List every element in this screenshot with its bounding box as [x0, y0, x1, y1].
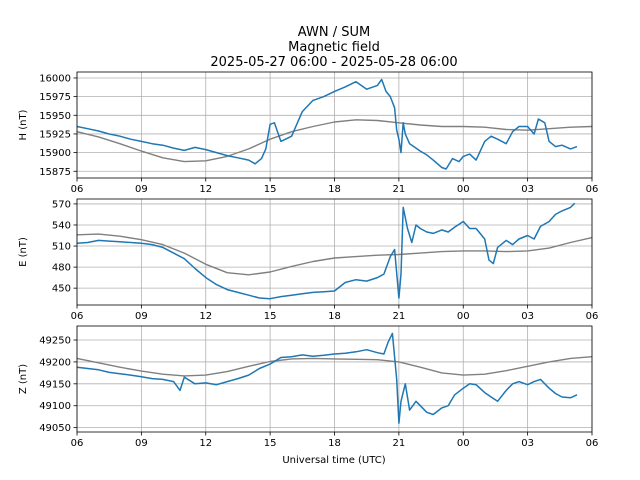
y-tick-label: 15975 — [39, 92, 71, 103]
y-axis-label: H (nT) — [18, 109, 29, 140]
x-tick-label: 00 — [457, 311, 470, 322]
x-tick-label: 12 — [199, 438, 212, 449]
x-tick-label: 06 — [586, 311, 599, 322]
y-tick-label: 15925 — [39, 129, 71, 140]
y-tick-label: 15950 — [39, 111, 71, 122]
chart-title-line2: Magnetic field — [288, 40, 380, 55]
x-tick-label: 15 — [264, 184, 277, 195]
axes-frame — [76, 198, 593, 306]
x-tick-label: 21 — [393, 184, 406, 195]
x-tick-label: 06 — [71, 438, 84, 449]
y-tick-label: 15875 — [39, 167, 71, 178]
y-tick-label: 450 — [52, 284, 71, 295]
x-tick-label: 18 — [328, 311, 341, 322]
y-tick-label: 49050 — [39, 423, 71, 434]
y-tick-label: 480 — [52, 263, 71, 274]
y-tick-label: 49100 — [39, 401, 71, 412]
y-tick-label: 49150 — [39, 379, 71, 390]
baseline-line — [76, 356, 593, 377]
baseline-line — [76, 233, 593, 276]
x-tick-label: 09 — [135, 311, 148, 322]
measured-line — [76, 78, 578, 170]
x-tick-label: 03 — [521, 184, 534, 195]
x-tick-label: 03 — [521, 311, 534, 322]
y-tick-label: 15900 — [39, 148, 71, 159]
x-tick-label: 21 — [393, 311, 406, 322]
panel-e: 450 480 510 540 570 06 09 12 15 18 21 00 03 06 E (nT) — [18, 198, 599, 322]
panel-h: 15875 15900 15925 15950 15975 16000 06 09 12 15 18… — [18, 71, 599, 195]
x-tick-label: 09 — [135, 438, 148, 449]
baseline-line — [76, 119, 593, 163]
x-tick-label: 18 — [328, 184, 341, 195]
y-tick-label: 510 — [52, 242, 71, 253]
y-tick-label: 570 — [52, 199, 71, 210]
x-tick-label: 00 — [457, 184, 470, 195]
x-tick-label: 00 — [457, 438, 470, 449]
x-tick-label: 12 — [199, 184, 212, 195]
x-tick-label: 12 — [199, 311, 212, 322]
x-tick-label: 21 — [393, 438, 406, 449]
x-tick-label: 18 — [328, 438, 341, 449]
axes-frame — [76, 325, 593, 433]
x-tick-label: 03 — [521, 438, 534, 449]
measured-line — [76, 202, 576, 300]
x-tick-label: 06 — [71, 184, 84, 195]
panel-z: 49050 49100 49150 49200 49250 06 09 12 15 18 21 00 0… — [18, 325, 599, 449]
y-tick-label: 49200 — [39, 357, 71, 368]
x-tick-label: 09 — [135, 184, 148, 195]
y-tick-label: 49250 — [39, 336, 71, 347]
y-axis-label: Z (nT) — [18, 364, 29, 394]
x-tick-label: 15 — [264, 311, 277, 322]
y-tick-label: 540 — [52, 220, 71, 231]
chart-title-line1: AWN / SUM — [298, 25, 370, 40]
y-tick-label: 16000 — [39, 73, 71, 84]
measured-line — [76, 332, 578, 424]
x-tick-label: 06 — [586, 438, 599, 449]
x-tick-label: 15 — [264, 438, 277, 449]
y-axis-label: E (nT) — [18, 237, 29, 267]
chart-title-line3: 2025-05-27 06:00 - 2025-05-28 06:00 — [210, 55, 457, 70]
x-tick-label: 06 — [586, 184, 599, 195]
axes-frame — [76, 71, 593, 179]
x-tick-label: 06 — [71, 311, 84, 322]
x-axis-label: Universal time (UTC) — [282, 455, 385, 466]
